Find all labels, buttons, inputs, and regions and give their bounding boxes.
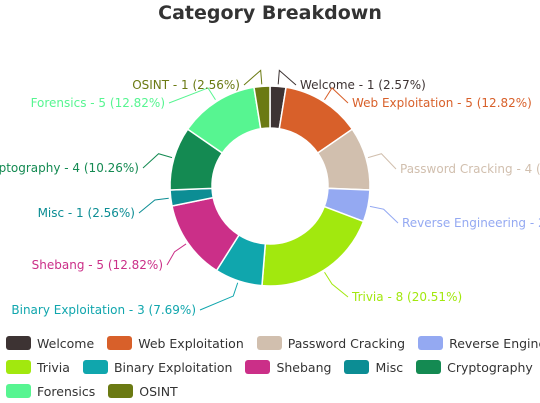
slice-label: Binary Exploitation - 3 (7.69%) xyxy=(11,303,196,317)
legend-label: OSINT xyxy=(139,383,178,399)
legend-item-cryptography[interactable]: Cryptography xyxy=(416,360,533,375)
slice-label: Web Exploitation - 5 (12.82%) xyxy=(352,96,532,110)
legend-item-welcome[interactable]: Welcome xyxy=(6,336,94,351)
legend-item-shebang[interactable]: Shebang xyxy=(245,360,331,375)
legend-item-osint[interactable]: OSINT xyxy=(108,383,178,399)
legend-label: Password Cracking xyxy=(287,335,406,351)
legend-swatch xyxy=(416,360,442,374)
chart-title: Category Breakdown xyxy=(158,2,382,24)
legend-item-binary-exploitation[interactable]: Binary Exploitation xyxy=(82,359,233,375)
label-leader-line xyxy=(243,69,263,86)
legend-item-trivia[interactable]: Trivia xyxy=(6,360,70,375)
label-leader-line xyxy=(369,205,399,224)
label-leader-line xyxy=(168,87,216,104)
legend-row: Welcome Web Exploitation Password Cracki… xyxy=(6,331,540,355)
chart-legend: Welcome Web Exploitation Password Cracki… xyxy=(6,331,540,403)
label-leader-line xyxy=(367,153,397,170)
legend-label: Forensics xyxy=(37,383,96,399)
legend-item-reverse-engineering[interactable]: Reverse Engineering xyxy=(418,336,540,351)
slice-label: Shebang - 5 (12.82%) xyxy=(32,258,163,272)
legend-swatch xyxy=(108,384,134,398)
label-leader-line xyxy=(277,69,297,86)
legend-row: Forensics OSINT xyxy=(6,379,538,403)
slice-label: Welcome - 1 (2.57%) xyxy=(300,78,426,92)
donut-slice-osint[interactable] xyxy=(253,85,271,130)
legend-swatch xyxy=(6,384,31,398)
legend-label: Binary Exploitation xyxy=(113,359,233,375)
legend-swatch xyxy=(418,336,444,350)
legend-row: Trivia Binary Exploitation Shebang Misc … xyxy=(6,355,538,379)
legend-item-web-exploitation[interactable]: Web Exploitation xyxy=(107,336,244,351)
legend-item-password-cracking[interactable]: Password Cracking xyxy=(256,335,406,351)
slice-label: Trivia - 8 (20.51%) xyxy=(351,290,462,304)
slice-label: Password Cracking - 4 (10.26%) xyxy=(400,162,540,176)
label-leader-line xyxy=(142,153,173,169)
legend-label: Trivia xyxy=(37,359,70,375)
legend-label: Cryptography xyxy=(447,359,533,375)
slice-label: Forensics - 5 (12.82%) xyxy=(31,96,165,110)
legend-swatch xyxy=(344,360,370,374)
legend-label: Misc xyxy=(375,359,404,375)
label-leader-line xyxy=(324,87,349,104)
legend-swatch xyxy=(82,360,108,374)
legend-item-forensics[interactable]: Forensics xyxy=(6,384,95,399)
legend-swatch xyxy=(6,360,31,374)
donut-slice-trivia[interactable] xyxy=(261,205,365,287)
slice-label: Cryptography - 4 (10.26%) xyxy=(0,161,139,175)
slice-label: Misc - 1 (2.56%) xyxy=(38,206,135,220)
label-leader-line xyxy=(166,243,187,266)
legend-label: Welcome xyxy=(37,335,95,351)
slice-label: OSINT - 1 (2.56%) xyxy=(132,78,240,92)
slice-label: Reverse Engineering - 2 (5.13%) xyxy=(402,216,540,230)
label-leader-line xyxy=(138,197,169,214)
legend-label: Shebang xyxy=(276,359,332,375)
legend-swatch xyxy=(6,336,31,350)
legend-swatch xyxy=(245,360,271,374)
legend-swatch xyxy=(256,336,282,350)
legend-label: Web Exploitation xyxy=(138,335,244,351)
legend-item-misc[interactable]: Misc xyxy=(344,360,403,375)
legend-swatch xyxy=(107,336,133,350)
label-leader-line xyxy=(324,271,349,298)
donut-chart: Welcome - 1 (2.57%) Web Exploitation - 5 … xyxy=(0,69,540,317)
legend-label: Reverse Engineering xyxy=(449,335,540,351)
label-leader-line xyxy=(199,282,239,311)
